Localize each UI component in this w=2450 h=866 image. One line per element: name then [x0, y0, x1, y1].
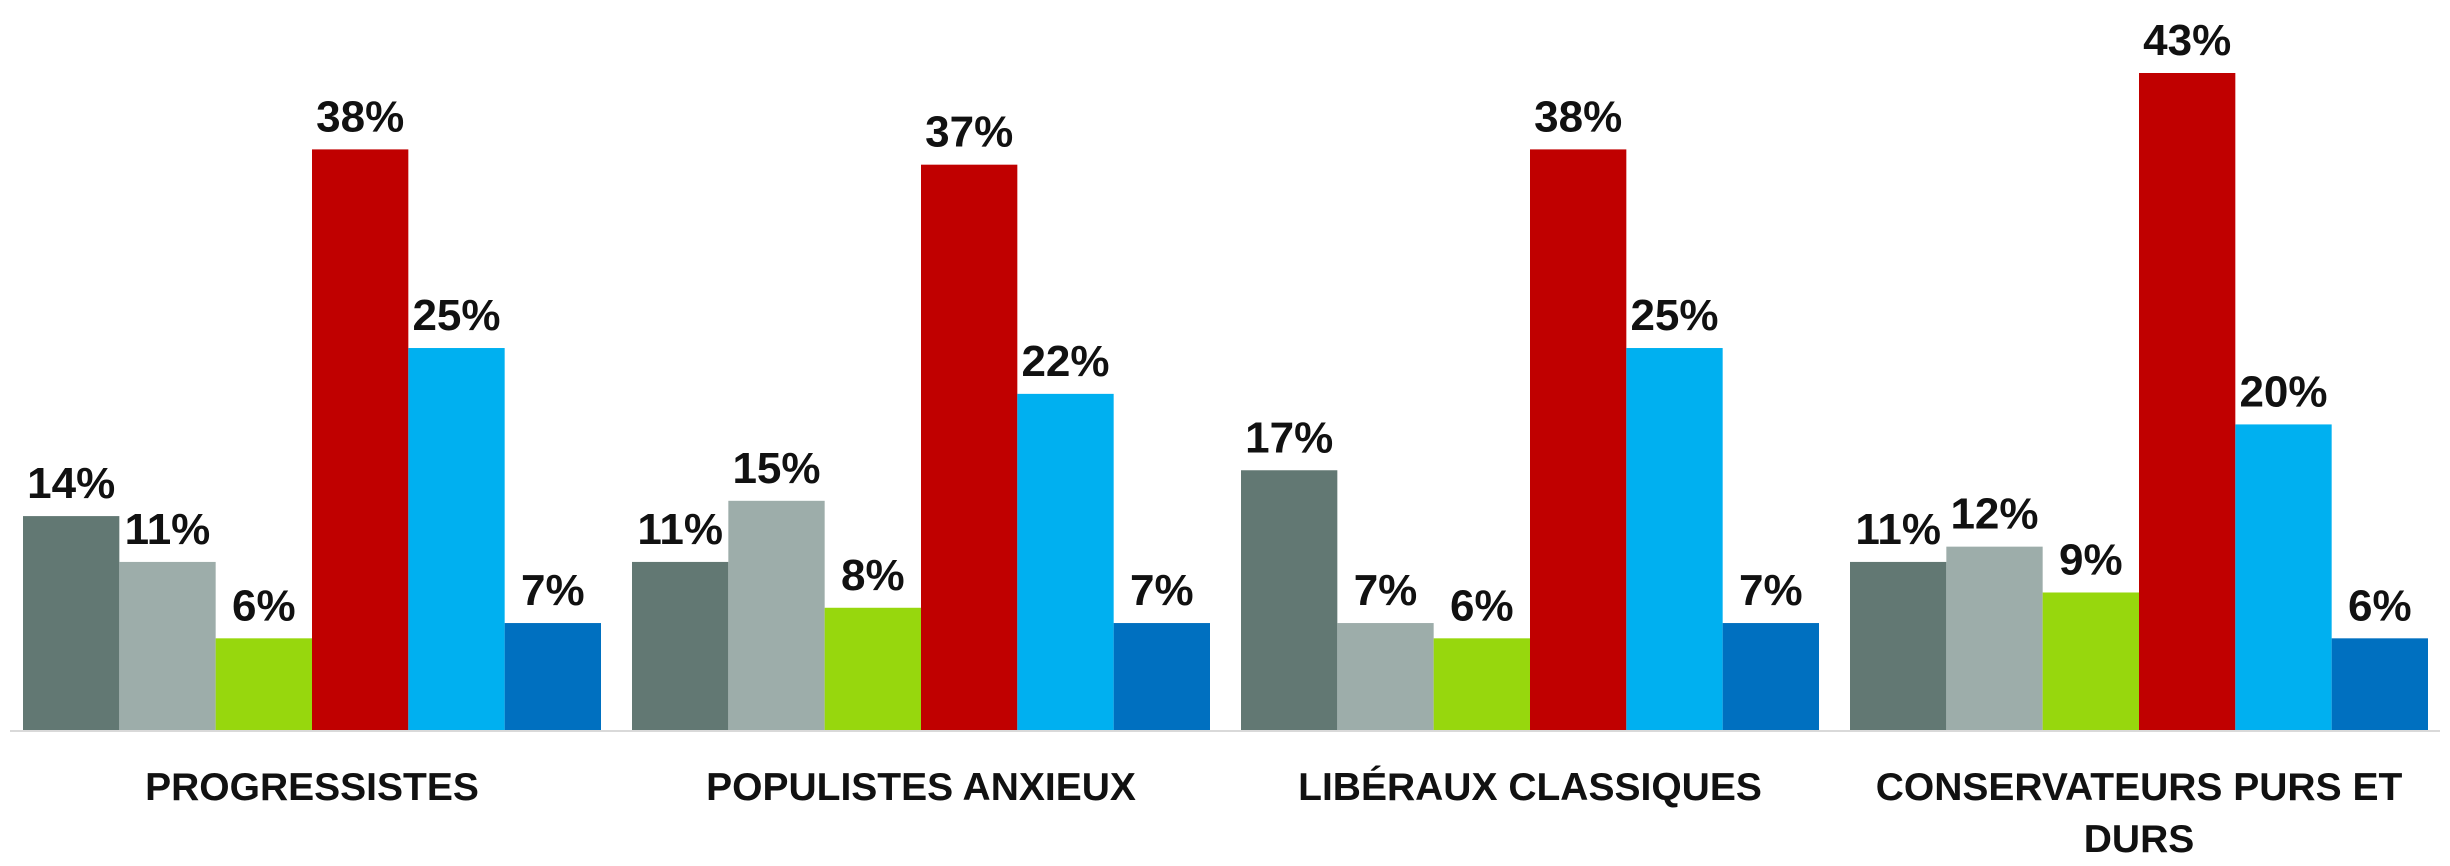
- category-label: LIBÉRAUX CLASSIQUES: [1298, 766, 1762, 809]
- bar: [2139, 73, 2236, 730]
- value-label: 9%: [2059, 535, 2123, 584]
- bar: [1530, 149, 1627, 730]
- value-label: 25%: [412, 291, 500, 340]
- bar: [504, 623, 601, 730]
- value-label: 38%: [316, 92, 404, 141]
- bar: [215, 638, 312, 730]
- category-label: CONSERVATEURS PURS ET DURS: [1875, 766, 2403, 861]
- category-label: PROGRESSISTES: [145, 766, 479, 809]
- value-label: 22%: [1021, 337, 1109, 386]
- value-label: 38%: [1534, 92, 1622, 141]
- value-label: 15%: [732, 444, 820, 493]
- bar: [1850, 561, 1947, 730]
- bar: [2235, 424, 2332, 730]
- value-label: 12%: [1950, 490, 2038, 539]
- value-label: 17%: [1245, 413, 1333, 462]
- value-label: 37%: [925, 108, 1013, 157]
- bar: [1433, 638, 1530, 730]
- value-label: 14%: [27, 459, 115, 508]
- bar: [921, 164, 1018, 730]
- bar: [1113, 623, 1210, 730]
- bar: [1722, 623, 1819, 730]
- bar: [1337, 623, 1434, 730]
- value-label: 11%: [1855, 505, 1941, 554]
- bar: [824, 607, 921, 730]
- bar: [1626, 348, 1723, 730]
- value-label: 8%: [841, 551, 905, 600]
- bar: [728, 500, 825, 730]
- value-label: 7%: [521, 566, 585, 615]
- value-label: 6%: [232, 581, 296, 630]
- bar: [119, 561, 216, 730]
- bar: [1946, 546, 2043, 730]
- bar: [632, 561, 729, 730]
- bar: [312, 149, 409, 730]
- value-label: 20%: [2239, 367, 2327, 416]
- value-label: 43%: [2143, 16, 2231, 65]
- bar: [1017, 393, 1114, 730]
- value-label: 25%: [1630, 291, 1718, 340]
- bar: [23, 516, 120, 730]
- category-label: POPULISTES ANXIEUX: [706, 766, 1136, 809]
- value-label: 11%: [637, 505, 723, 554]
- bar: [408, 348, 505, 730]
- value-label: 7%: [1739, 566, 1803, 615]
- value-label: 7%: [1130, 566, 1194, 615]
- value-label: 7%: [1354, 566, 1418, 615]
- bar: [2042, 592, 2139, 730]
- value-label: 6%: [1450, 581, 1514, 630]
- value-label: 11%: [125, 505, 211, 554]
- value-label: 6%: [2348, 581, 2412, 630]
- bar: [1241, 470, 1338, 730]
- bar: [2331, 638, 2428, 730]
